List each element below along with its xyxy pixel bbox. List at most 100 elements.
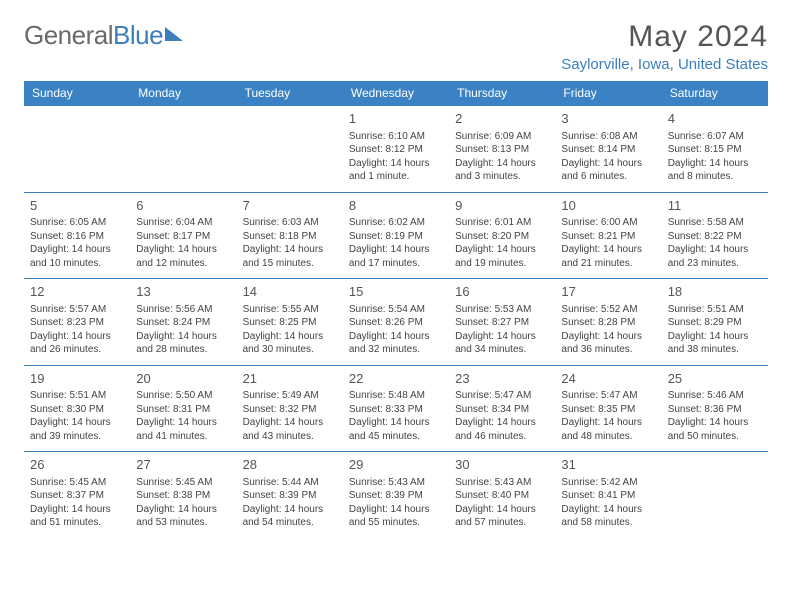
sunset-text: Sunset: 8:21 PM	[561, 230, 655, 244]
calendar-body: 1Sunrise: 6:10 AMSunset: 8:12 PMDaylight…	[24, 106, 768, 538]
daylight-text: Daylight: 14 hours and 57 minutes.	[455, 503, 549, 530]
daylight-text: Daylight: 14 hours and 39 minutes.	[30, 416, 124, 443]
daylight-text: Daylight: 14 hours and 38 minutes.	[668, 330, 762, 357]
sunrise-text: Sunrise: 5:49 AM	[243, 389, 337, 403]
sunrise-text: Sunrise: 5:45 AM	[136, 476, 230, 490]
calendar-day-cell: 3Sunrise: 6:08 AMSunset: 8:14 PMDaylight…	[555, 106, 661, 193]
day-number: 11	[668, 197, 762, 215]
day-number: 17	[561, 283, 655, 301]
calendar-day-cell: 14Sunrise: 5:55 AMSunset: 8:25 PMDayligh…	[237, 279, 343, 366]
calendar-day-cell: 16Sunrise: 5:53 AMSunset: 8:27 PMDayligh…	[449, 279, 555, 366]
weekday-header: Wednesday	[343, 81, 449, 106]
calendar-day-cell: 15Sunrise: 5:54 AMSunset: 8:26 PMDayligh…	[343, 279, 449, 366]
daylight-text: Daylight: 14 hours and 50 minutes.	[668, 416, 762, 443]
calendar-empty-cell	[662, 452, 768, 538]
calendar-day-cell: 2 Sunrise: 6:09 AMSunset: 8:13 PMDaylight…	[449, 106, 555, 193]
sunrise-text: Sunrise: 5:54 AM	[349, 303, 443, 317]
day-number: 10	[561, 197, 655, 215]
day-number: 23	[455, 370, 549, 388]
daylight-text: Daylight: 14 hours and 19 minutes.	[455, 243, 549, 270]
calendar-day-cell: 28Sunrise: 5:44 AMSunset: 8:39 PMDayligh…	[237, 452, 343, 538]
calendar-day-cell: 21Sunrise: 5:49 AMSunset: 8:32 PMDayligh…	[237, 365, 343, 452]
calendar-empty-cell	[130, 106, 236, 193]
daylight-text: Daylight: 14 hours and 8 minutes.	[668, 157, 762, 184]
calendar-day-cell: 23Sunrise: 5:47 AMSunset: 8:34 PMDayligh…	[449, 365, 555, 452]
daylight-text: Daylight: 14 hours and 46 minutes.	[455, 416, 549, 443]
header: GeneralBlue May 2024 Saylorville, Iowa, …	[24, 20, 768, 73]
sunrise-text: Sunrise: 5:51 AM	[668, 303, 762, 317]
sunset-text: Sunset: 8:20 PM	[455, 230, 549, 244]
sunset-text: Sunset: 8:41 PM	[561, 489, 655, 503]
sunrise-text: Sunrise: 5:52 AM	[561, 303, 655, 317]
day-number: 14	[243, 283, 337, 301]
calendar-table: SundayMondayTuesdayWednesdayThursdayFrid…	[24, 81, 768, 538]
sunset-text: Sunset: 8:12 PM	[349, 143, 443, 157]
daylight-text: Daylight: 14 hours and 48 minutes.	[561, 416, 655, 443]
sunset-text: Sunset: 8:37 PM	[30, 489, 124, 503]
title-block: May 2024 Saylorville, Iowa, United State…	[561, 20, 768, 73]
sunrise-text: Sunrise: 5:45 AM	[30, 476, 124, 490]
calendar-day-cell: 7Sunrise: 6:03 AMSunset: 8:18 PMDaylight…	[237, 192, 343, 279]
sunrise-text: Sunrise: 5:43 AM	[455, 476, 549, 490]
day-number: 6	[136, 197, 230, 215]
calendar-empty-cell	[24, 106, 130, 193]
day-number: 19	[30, 370, 124, 388]
sunrise-text: Sunrise: 6:03 AM	[243, 216, 337, 230]
day-number: 3	[561, 110, 655, 128]
sunrise-text: Sunrise: 5:57 AM	[30, 303, 124, 317]
sunset-text: Sunset: 8:32 PM	[243, 403, 337, 417]
sunset-text: Sunset: 8:14 PM	[561, 143, 655, 157]
logo-text-1: General	[24, 20, 113, 51]
sunrise-text: Sunrise: 5:43 AM	[349, 476, 443, 490]
day-number: 9	[455, 197, 549, 215]
sunset-text: Sunset: 8:13 PM	[455, 143, 549, 157]
calendar-day-cell: 27Sunrise: 5:45 AMSunset: 8:38 PMDayligh…	[130, 452, 236, 538]
logo-triangle-icon	[165, 27, 183, 41]
sunset-text: Sunset: 8:18 PM	[243, 230, 337, 244]
daylight-text: Daylight: 14 hours and 51 minutes.	[30, 503, 124, 530]
daylight-text: Daylight: 14 hours and 3 minutes.	[455, 157, 549, 184]
weekday-header: Saturday	[662, 81, 768, 106]
calendar-day-cell: 4Sunrise: 6:07 AMSunset: 8:15 PMDaylight…	[662, 106, 768, 193]
weekday-header: Thursday	[449, 81, 555, 106]
daylight-text: Daylight: 14 hours and 55 minutes.	[349, 503, 443, 530]
daylight-text: Daylight: 14 hours and 54 minutes.	[243, 503, 337, 530]
day-number: 8	[349, 197, 443, 215]
day-number: 4	[668, 110, 762, 128]
sunrise-text: Sunrise: 5:53 AM	[455, 303, 549, 317]
daylight-text: Daylight: 14 hours and 28 minutes.	[136, 330, 230, 357]
sunrise-text: Sunrise: 5:46 AM	[668, 389, 762, 403]
day-number: 20	[136, 370, 230, 388]
sunset-text: Sunset: 8:34 PM	[455, 403, 549, 417]
day-number: 2	[455, 110, 549, 128]
sunset-text: Sunset: 8:35 PM	[561, 403, 655, 417]
sunset-text: Sunset: 8:28 PM	[561, 316, 655, 330]
calendar-week-row: 5Sunrise: 6:05 AMSunset: 8:16 PMDaylight…	[24, 192, 768, 279]
sunrise-text: Sunrise: 5:47 AM	[561, 389, 655, 403]
weekday-header: Sunday	[24, 81, 130, 106]
calendar-day-cell: 25Sunrise: 5:46 AMSunset: 8:36 PMDayligh…	[662, 365, 768, 452]
sunrise-text: Sunrise: 6:01 AM	[455, 216, 549, 230]
day-number: 13	[136, 283, 230, 301]
sunrise-text: Sunrise: 6:04 AM	[136, 216, 230, 230]
sunset-text: Sunset: 8:26 PM	[349, 316, 443, 330]
calendar-day-cell: 11Sunrise: 5:58 AMSunset: 8:22 PMDayligh…	[662, 192, 768, 279]
daylight-text: Daylight: 14 hours and 36 minutes.	[561, 330, 655, 357]
calendar-day-cell: 1Sunrise: 6:10 AMSunset: 8:12 PMDaylight…	[343, 106, 449, 193]
calendar-header-row: SundayMondayTuesdayWednesdayThursdayFrid…	[24, 81, 768, 106]
sunset-text: Sunset: 8:27 PM	[455, 316, 549, 330]
daylight-text: Daylight: 14 hours and 12 minutes.	[136, 243, 230, 270]
calendar-day-cell: 20Sunrise: 5:50 AMSunset: 8:31 PMDayligh…	[130, 365, 236, 452]
daylight-text: Daylight: 14 hours and 21 minutes.	[561, 243, 655, 270]
sunset-text: Sunset: 8:17 PM	[136, 230, 230, 244]
sunrise-text: Sunrise: 6:09 AM	[455, 130, 549, 144]
calendar-day-cell: 9Sunrise: 6:01 AMSunset: 8:20 PMDaylight…	[449, 192, 555, 279]
sunset-text: Sunset: 8:25 PM	[243, 316, 337, 330]
daylight-text: Daylight: 14 hours and 41 minutes.	[136, 416, 230, 443]
day-number: 12	[30, 283, 124, 301]
sunrise-text: Sunrise: 6:05 AM	[30, 216, 124, 230]
calendar-empty-cell	[237, 106, 343, 193]
day-number: 27	[136, 456, 230, 474]
calendar-day-cell: 24Sunrise: 5:47 AMSunset: 8:35 PMDayligh…	[555, 365, 661, 452]
day-number: 26	[30, 456, 124, 474]
